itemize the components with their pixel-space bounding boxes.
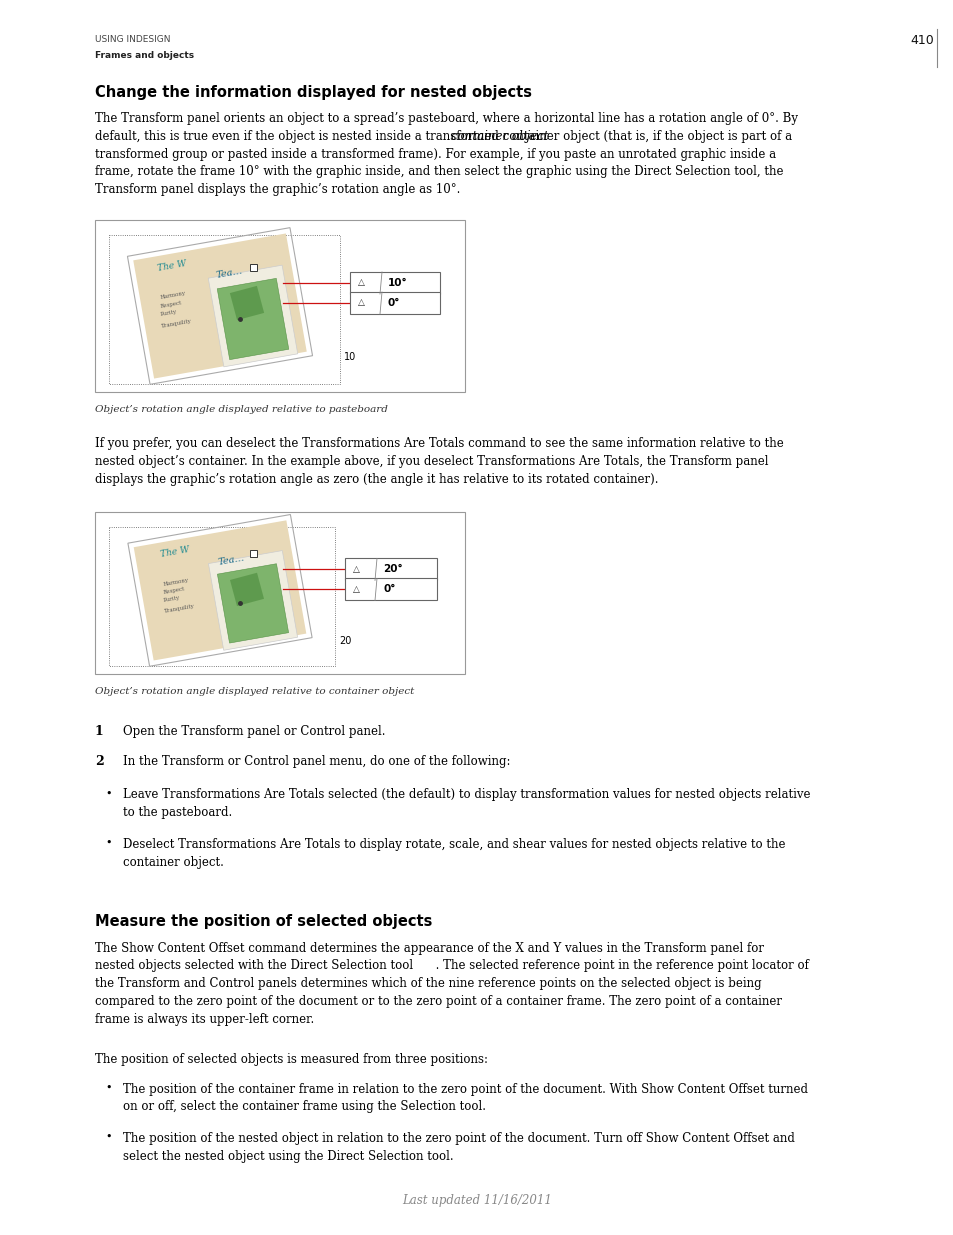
Text: 20: 20 bbox=[338, 636, 351, 646]
Text: •: • bbox=[105, 1083, 112, 1093]
Polygon shape bbox=[230, 573, 264, 606]
Text: container object: container object bbox=[451, 130, 548, 143]
Text: Respect: Respect bbox=[163, 587, 186, 595]
Text: 10°: 10° bbox=[388, 278, 407, 288]
Polygon shape bbox=[230, 285, 264, 320]
Text: 20°: 20° bbox=[382, 564, 402, 574]
Text: Frames and objects: Frames and objects bbox=[95, 51, 193, 59]
Text: Tranquility: Tranquility bbox=[163, 604, 194, 614]
Polygon shape bbox=[208, 266, 297, 367]
Text: Object’s rotation angle displayed relative to container object: Object’s rotation angle displayed relati… bbox=[95, 688, 414, 697]
Text: Purity: Purity bbox=[160, 310, 177, 317]
Text: The position of the container frame in relation to the zero point of the documen: The position of the container frame in r… bbox=[123, 1083, 807, 1095]
Text: Measure the position of selected objects: Measure the position of selected objects bbox=[95, 914, 432, 929]
Text: Last updated 11/16/2011: Last updated 11/16/2011 bbox=[401, 1194, 552, 1207]
Text: to the pasteboard.: to the pasteboard. bbox=[123, 806, 232, 819]
Text: Tea...: Tea... bbox=[214, 266, 243, 279]
Text: •: • bbox=[105, 1132, 112, 1142]
Text: container object.: container object. bbox=[123, 856, 224, 868]
Bar bbox=[250, 263, 256, 270]
Text: displays the graphic’s rotation angle as zero (the angle it has relative to its : displays the graphic’s rotation angle as… bbox=[95, 473, 658, 485]
Text: Respect: Respect bbox=[160, 300, 183, 309]
Text: Transform panel displays the graphic’s rotation angle as 10°.: Transform panel displays the graphic’s r… bbox=[95, 183, 460, 196]
Text: The Transform panel orients an object to a spread’s pasteboard, where a horizont: The Transform panel orients an object to… bbox=[95, 112, 797, 125]
Text: 10: 10 bbox=[344, 352, 355, 362]
Bar bbox=[345, 578, 436, 600]
Text: on or off, select the container frame using the Selection tool.: on or off, select the container frame us… bbox=[123, 1100, 485, 1114]
Text: Change the information displayed for nested objects: Change the information displayed for nes… bbox=[95, 85, 532, 100]
Bar bbox=[95, 513, 464, 674]
Text: select the nested object using the Direct Selection tool.: select the nested object using the Direc… bbox=[123, 1150, 453, 1163]
Text: compared to the zero point of the document or to the zero point of a container f: compared to the zero point of the docume… bbox=[95, 995, 781, 1008]
Text: the Transform and Control panels determines which of the nine reference points o: the Transform and Control panels determi… bbox=[95, 977, 760, 990]
Text: 410: 410 bbox=[909, 35, 933, 47]
Text: △: △ bbox=[353, 585, 359, 594]
Bar bbox=[250, 550, 256, 557]
Text: transformed group or pasted inside a transformed frame). For example, if you pas: transformed group or pasted inside a tra… bbox=[95, 148, 776, 161]
Bar bbox=[95, 220, 464, 391]
Text: The position of the nested object in relation to the zero point of the document.: The position of the nested object in rel… bbox=[123, 1132, 794, 1145]
Text: The position of selected objects is measured from three positions:: The position of selected objects is meas… bbox=[95, 1052, 488, 1066]
Text: Object’s rotation angle displayed relative to pasteboard: Object’s rotation angle displayed relati… bbox=[95, 405, 388, 414]
Text: 0°: 0° bbox=[388, 298, 400, 308]
Text: frame is always its upper-left corner.: frame is always its upper-left corner. bbox=[95, 1013, 314, 1026]
Text: Harmony: Harmony bbox=[160, 291, 186, 300]
Text: Open the Transform panel or Control panel.: Open the Transform panel or Control pane… bbox=[123, 725, 385, 739]
Text: nested object’s container. In the example above, if you deselect Transformations: nested object’s container. In the exampl… bbox=[95, 454, 768, 468]
Text: default, this is true even if the object is nested inside a transformed containe: default, this is true even if the object… bbox=[95, 130, 791, 143]
Polygon shape bbox=[208, 551, 297, 651]
Text: Purity: Purity bbox=[163, 595, 180, 603]
Polygon shape bbox=[217, 563, 289, 643]
Text: Tea...: Tea... bbox=[216, 553, 245, 567]
Text: △: △ bbox=[357, 299, 364, 308]
Text: △: △ bbox=[353, 564, 359, 574]
Bar bbox=[345, 558, 436, 580]
Polygon shape bbox=[133, 233, 307, 379]
Text: Tranquility: Tranquility bbox=[160, 319, 191, 329]
Text: The W: The W bbox=[157, 259, 187, 273]
Text: nested objects selected with the Direct Selection tool      . The selected refer: nested objects selected with the Direct … bbox=[95, 960, 808, 972]
Text: The Show Content Offset command determines the appearance of the X and Y values : The Show Content Offset command determin… bbox=[95, 941, 763, 955]
Text: 0°: 0° bbox=[382, 584, 395, 594]
Text: △: △ bbox=[357, 279, 364, 288]
Text: 1: 1 bbox=[95, 725, 104, 739]
Text: frame, rotate the frame 10° with the graphic inside, and then select the graphic: frame, rotate the frame 10° with the gra… bbox=[95, 165, 782, 178]
Text: •: • bbox=[105, 839, 112, 848]
Bar bbox=[350, 291, 439, 314]
Bar bbox=[350, 272, 439, 294]
Text: If you prefer, you can deselect the Transformations Are Totals command to see th: If you prefer, you can deselect the Tran… bbox=[95, 437, 783, 450]
Text: Leave Transformations Are Totals selected (the default) to display transformatio: Leave Transformations Are Totals selecte… bbox=[123, 788, 810, 802]
Polygon shape bbox=[133, 520, 306, 661]
Text: In the Transform or Control panel menu, do one of the following:: In the Transform or Control panel menu, … bbox=[123, 756, 510, 768]
Text: USING INDESIGN: USING INDESIGN bbox=[95, 35, 171, 44]
Text: Harmony: Harmony bbox=[163, 578, 190, 587]
Text: •: • bbox=[105, 788, 112, 798]
Polygon shape bbox=[217, 278, 289, 359]
Text: 2: 2 bbox=[95, 756, 104, 768]
Text: Deselect Transformations Are Totals to display rotate, scale, and shear values f: Deselect Transformations Are Totals to d… bbox=[123, 839, 784, 851]
Text: The W: The W bbox=[160, 546, 191, 559]
